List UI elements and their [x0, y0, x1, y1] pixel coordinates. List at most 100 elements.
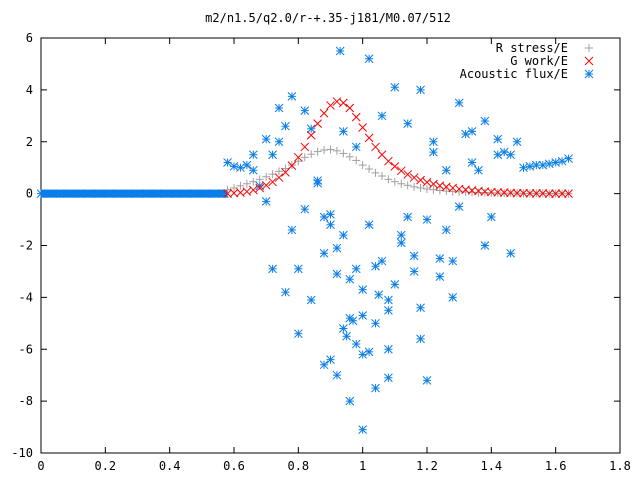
- data-point: [410, 182, 419, 191]
- data-point: [493, 134, 503, 144]
- y-tick-label: -6: [19, 342, 33, 356]
- data-point: [371, 261, 380, 271]
- data-point: [75, 189, 84, 198]
- legend-marker: [584, 56, 594, 66]
- data-point: [448, 293, 458, 302]
- data-point: [358, 350, 368, 359]
- data-point: [448, 256, 458, 266]
- data-point: [422, 177, 432, 187]
- data-point: [506, 248, 515, 258]
- data-point: [339, 98, 348, 108]
- data-point: [293, 152, 303, 162]
- data-point: [351, 264, 361, 274]
- x-tick-label: 1: [359, 459, 366, 473]
- data-point: [230, 183, 238, 192]
- data-point: [339, 324, 348, 333]
- data-point: [345, 396, 355, 406]
- data-point: [409, 251, 419, 261]
- data-point: [249, 177, 258, 186]
- data-point: [506, 150, 515, 160]
- data-point: [229, 162, 239, 171]
- data-point: [268, 150, 277, 160]
- series-2: [36, 46, 573, 435]
- data-point: [377, 256, 387, 266]
- data-point: [248, 150, 258, 160]
- legend-label: R stress/E: [496, 41, 568, 55]
- data-point: [261, 134, 271, 144]
- data-point: [255, 175, 264, 184]
- data-point: [384, 373, 393, 383]
- data-point: [506, 188, 515, 198]
- data-point: [467, 158, 477, 167]
- data-point: [474, 165, 483, 175]
- data-point: [351, 339, 361, 349]
- data-point: [319, 360, 329, 370]
- data-point: [262, 172, 271, 181]
- data-point: [94, 189, 104, 198]
- data-point: [248, 185, 258, 195]
- data-point: [332, 146, 341, 155]
- data-point: [200, 189, 210, 198]
- data-point: [210, 189, 220, 198]
- legend-marker: [585, 44, 593, 52]
- data-point: [384, 344, 393, 354]
- data-point: [339, 149, 348, 158]
- data-point: [345, 103, 355, 113]
- data-point: [429, 147, 438, 157]
- data-point: [416, 334, 425, 344]
- data-point: [532, 189, 541, 198]
- y-tick-label: -8: [19, 394, 33, 408]
- data-point: [152, 189, 162, 198]
- data-point: [512, 137, 522, 147]
- data-points: [36, 46, 573, 435]
- data-point: [332, 269, 342, 279]
- data-point: [339, 127, 348, 136]
- series-1: [223, 97, 573, 198]
- chart-title: m2/n1.5/q2.0/r-+.35-j181/M0.07/512: [205, 11, 451, 25]
- data-point: [416, 85, 425, 95]
- data-point: [374, 290, 384, 300]
- data-point: [313, 119, 322, 128]
- data-point: [384, 156, 393, 166]
- data-point: [422, 376, 432, 385]
- data-point: [384, 305, 393, 315]
- legend-label: G work/E: [510, 54, 568, 68]
- data-point: [319, 248, 329, 258]
- data-point: [191, 189, 200, 198]
- data-point: [371, 383, 380, 393]
- data-point: [274, 173, 284, 182]
- data-point: [403, 119, 413, 128]
- data-point: [557, 189, 567, 198]
- data-point: [339, 230, 348, 240]
- data-point: [358, 285, 368, 294]
- series-0: [223, 145, 573, 198]
- data-point: [261, 180, 271, 190]
- data-point: [384, 295, 393, 305]
- data-point: [326, 101, 335, 110]
- data-point: [364, 54, 374, 64]
- data-point: [499, 188, 509, 197]
- data-point: [371, 168, 380, 177]
- data-point: [358, 311, 368, 320]
- data-point: [441, 225, 451, 235]
- data-point: [358, 123, 368, 132]
- data-point: [397, 179, 406, 188]
- data-point: [396, 166, 406, 176]
- data-point: [352, 156, 361, 165]
- data-point: [181, 189, 191, 198]
- data-point: [293, 264, 303, 274]
- x-tick-label: 0.2: [94, 459, 116, 473]
- data-point: [300, 204, 310, 214]
- y-tick-label: -4: [19, 290, 33, 304]
- data-point: [104, 189, 113, 198]
- data-point: [519, 163, 528, 173]
- data-point: [351, 112, 361, 122]
- data-point: [274, 103, 284, 113]
- data-point: [429, 137, 438, 147]
- data-point: [454, 202, 464, 211]
- data-point: [348, 316, 358, 326]
- data-point: [300, 106, 310, 115]
- data-point: [371, 318, 380, 328]
- data-point: [345, 152, 354, 161]
